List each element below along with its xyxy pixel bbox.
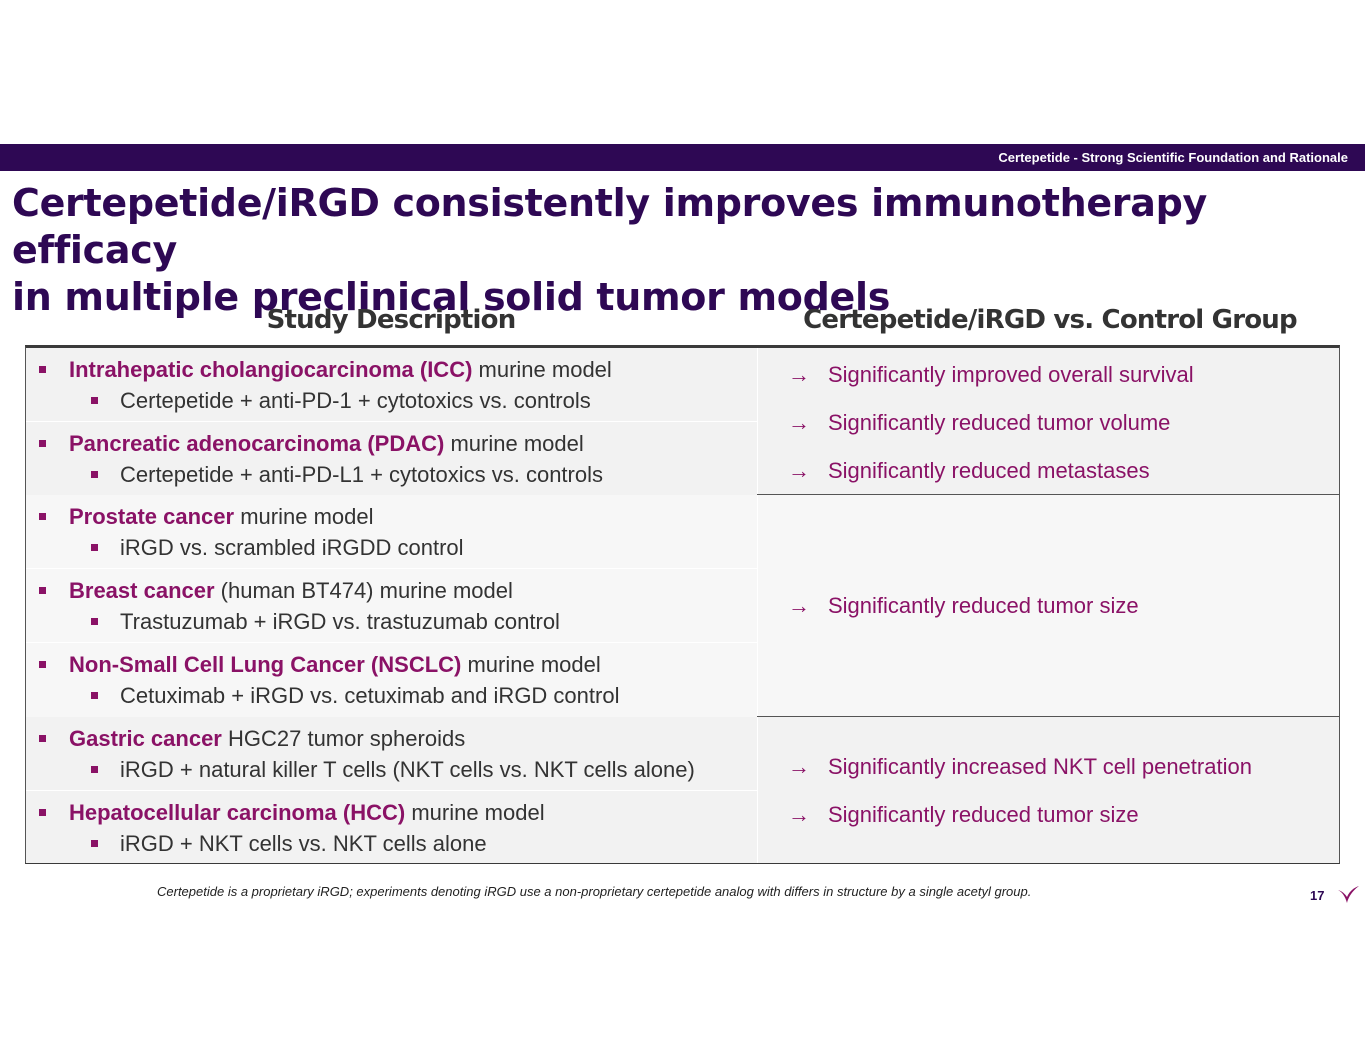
study-group-1-results: → Significantly improved overall survival… (757, 348, 1339, 494)
sub-bullet-marker (91, 692, 98, 699)
study-group-1-studies: Intrahepatic cholangiocarcinoma (ICC) mu… (26, 348, 757, 495)
bullet-marker (39, 587, 46, 594)
study-name: Prostate cancer (69, 504, 235, 529)
result-text: Significantly reduced tumor volume (828, 410, 1171, 435)
study-model: (human BT474) murine model (214, 578, 513, 603)
study-model: murine model (461, 652, 601, 677)
bullet-marker (39, 366, 46, 373)
study-detail: Certepetide + anti-PD-L1 + cytotoxics vs… (120, 462, 603, 487)
study-name: Intrahepatic cholangiocarcinoma (ICC) (69, 357, 473, 382)
bullet-marker (39, 661, 46, 668)
study-detail: Cetuximab + iRGD vs. cetuximab and iRGD … (120, 683, 620, 708)
study-model: murine model (405, 800, 545, 825)
arrow-icon: → (788, 458, 810, 483)
slide-title: Certepetide/iRGD consistently improves i… (12, 180, 1342, 321)
top-banner: Certepetide - Strong Scientific Foundati… (0, 144, 1365, 171)
study-description-header: Study Description (266, 305, 517, 335)
study-title: Breast cancer (human BT474) murine model (69, 578, 513, 604)
study-title: Prostate cancer murine model (69, 504, 373, 530)
sub-bullet-marker (91, 397, 98, 404)
arrow-icon: → (788, 593, 810, 618)
arrow-icon: → (788, 362, 810, 387)
slide-title-line-2: in multiple preclinical solid tumor mode… (12, 275, 891, 319)
study-title: Non-Small Cell Lung Cancer (NSCLC) murin… (69, 652, 601, 678)
section-label: Certepetide - Strong Scientific Foundati… (998, 150, 1348, 165)
study-model: murine model (444, 431, 584, 456)
study-row-nsclc: Non-Small Cell Lung Cancer (NSCLC) murin… (26, 643, 757, 717)
study-row-prostate: Prostate cancer murine model iRGD vs. sc… (26, 495, 757, 569)
study-model: murine model (234, 504, 374, 529)
study-name: Pancreatic adenocarcinoma (PDAC) (69, 431, 445, 456)
study-title: Hepatocellular carcinoma (HCC) murine mo… (69, 800, 545, 826)
study-detail: iRGD + natural killer T cells (NKT cells… (120, 757, 695, 782)
arrow-icon: → (788, 754, 810, 779)
study-model: HGC27 tumor spheroids (221, 726, 466, 751)
study-row-pdac: Pancreatic adenocarcinoma (PDAC) murine … (26, 422, 757, 495)
result-text: Significantly increased NKT cell penetra… (828, 754, 1252, 779)
sub-bullet-marker (91, 618, 98, 625)
result-item: → Significantly improved overall survival (788, 362, 1194, 388)
comparison-header: Certepetide/iRGD vs. Control Group (803, 305, 1297, 335)
result-item: → Significantly reduced tumor volume (788, 410, 1170, 436)
result-text: Significantly reduced metastases (828, 458, 1150, 483)
bullet-marker (39, 809, 46, 816)
study-title: Intrahepatic cholangiocarcinoma (ICC) mu… (69, 357, 612, 383)
study-group-2-results: → Significantly reduced tumor size (757, 495, 1339, 716)
result-item: → Significantly reduced tumor size (788, 802, 1139, 828)
arrow-icon: → (788, 802, 810, 827)
study-row-breast: Breast cancer (human BT474) murine model… (26, 569, 757, 643)
result-text: Significantly reduced tumor size (828, 802, 1139, 827)
result-text: Significantly reduced tumor size (828, 593, 1139, 618)
study-detail: Certepetide + anti-PD-1 + cytotoxics vs.… (120, 388, 591, 413)
study-name: Breast cancer (69, 578, 215, 603)
result-item: → Significantly increased NKT cell penetr… (788, 754, 1252, 780)
footnote: Certepetide is a proprietary iRGD; exper… (157, 884, 1032, 899)
study-detail: Trastuzumab + iRGD vs. trastuzumab contr… (120, 609, 560, 634)
bullet-marker (39, 440, 46, 447)
study-detail: iRGD + NKT cells vs. NKT cells alone (120, 831, 487, 856)
study-name: Hepatocellular carcinoma (HCC) (69, 800, 406, 825)
slide-title-line-1: Certepetide/iRGD consistently improves i… (12, 181, 1207, 272)
page-number: 17 (1310, 888, 1325, 903)
sub-bullet-marker (91, 544, 98, 551)
bullet-marker (39, 735, 46, 742)
study-model: murine model (472, 357, 612, 382)
sub-bullet-marker (91, 840, 98, 847)
study-row-hcc: Hepatocellular carcinoma (HCC) murine mo… (26, 791, 757, 863)
study-detail: iRGD vs. scrambled iRGDD control (120, 535, 464, 560)
study-group-2: Prostate cancer murine model iRGD vs. sc… (26, 495, 1339, 717)
study-table: Intrahepatic cholangiocarcinoma (ICC) mu… (25, 345, 1340, 864)
study-title: Gastric cancer HGC27 tumor spheroids (69, 726, 465, 752)
study-title: Pancreatic adenocarcinoma (PDAC) murine … (69, 431, 584, 457)
study-group-3-studies: Gastric cancer HGC27 tumor spheroids iRG… (26, 717, 757, 863)
study-row-gastric: Gastric cancer HGC27 tumor spheroids iRG… (26, 717, 757, 791)
sub-bullet-marker (91, 471, 98, 478)
study-group-1: Intrahepatic cholangiocarcinoma (ICC) mu… (26, 348, 1339, 495)
study-name: Non-Small Cell Lung Cancer (NSCLC) (69, 652, 462, 677)
study-group-3: Gastric cancer HGC27 tumor spheroids iRG… (26, 717, 1339, 863)
study-row-icc: Intrahepatic cholangiocarcinoma (ICC) mu… (26, 348, 757, 422)
study-group-3-results: → Significantly increased NKT cell penetr… (757, 717, 1339, 863)
result-item: → Significantly reduced tumor size (788, 593, 1139, 619)
arrow-icon: → (788, 410, 810, 435)
company-logo-icon (1338, 886, 1359, 903)
result-item: → Significantly reduced metastases (788, 458, 1150, 484)
bullet-marker (39, 513, 46, 520)
sub-bullet-marker (91, 766, 98, 773)
study-name: Gastric cancer (69, 726, 222, 751)
study-group-2-studies: Prostate cancer murine model iRGD vs. sc… (26, 495, 757, 717)
result-text: Significantly improved overall survival (828, 362, 1194, 387)
